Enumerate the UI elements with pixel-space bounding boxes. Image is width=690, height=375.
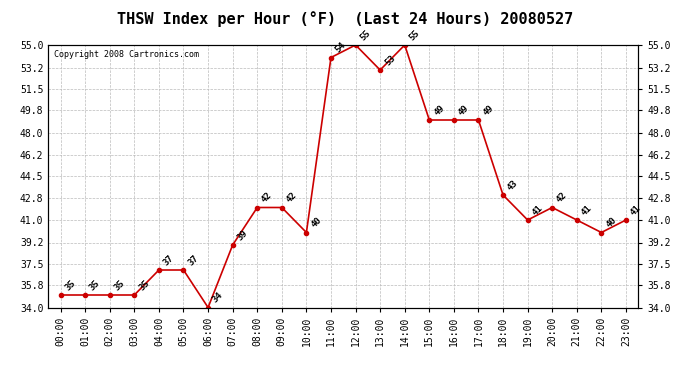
Text: 40: 40 — [309, 216, 323, 230]
Text: 55: 55 — [408, 28, 422, 42]
Text: 55: 55 — [358, 28, 373, 42]
Text: 41: 41 — [531, 203, 544, 217]
Text: 49: 49 — [457, 103, 471, 117]
Text: 49: 49 — [432, 103, 446, 117]
Text: 37: 37 — [161, 253, 176, 267]
Text: 37: 37 — [186, 253, 200, 267]
Text: 43: 43 — [506, 178, 520, 192]
Text: 35: 35 — [88, 278, 102, 292]
Text: 34: 34 — [211, 291, 225, 305]
Text: 41: 41 — [629, 203, 642, 217]
Text: 42: 42 — [555, 191, 569, 205]
Text: 42: 42 — [260, 191, 274, 205]
Text: 39: 39 — [235, 228, 249, 242]
Text: 42: 42 — [284, 191, 299, 205]
Text: 35: 35 — [112, 278, 126, 292]
Text: 40: 40 — [604, 216, 618, 230]
Text: 53: 53 — [383, 53, 397, 67]
Text: Copyright 2008 Cartronics.com: Copyright 2008 Cartronics.com — [55, 50, 199, 59]
Text: 49: 49 — [481, 103, 495, 117]
Text: 54: 54 — [334, 41, 348, 55]
Text: 41: 41 — [580, 203, 593, 217]
Text: 35: 35 — [137, 278, 151, 292]
Text: THSW Index per Hour (°F)  (Last 24 Hours) 20080527: THSW Index per Hour (°F) (Last 24 Hours)… — [117, 11, 573, 27]
Text: 35: 35 — [63, 278, 77, 292]
